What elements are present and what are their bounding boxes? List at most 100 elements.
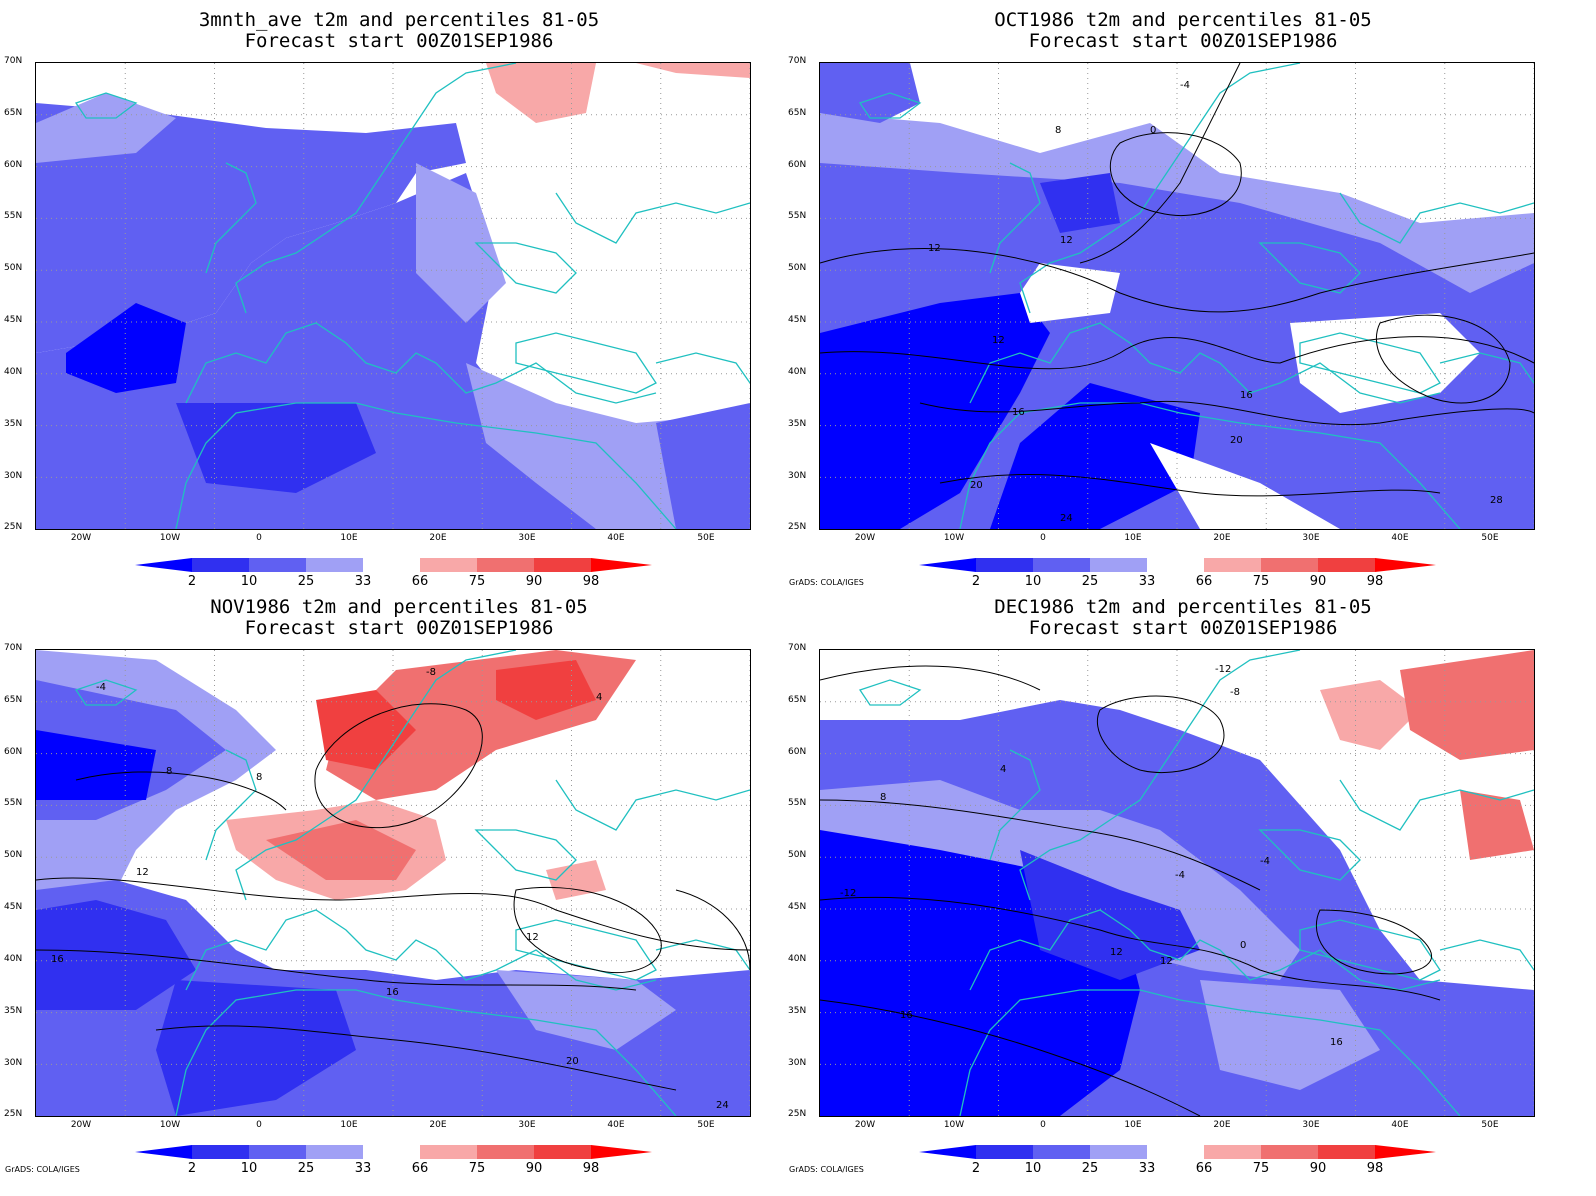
contour-label: -12 — [840, 888, 856, 899]
lon-label: 40E — [607, 1120, 625, 1130]
contour-label: 16 — [900, 1010, 913, 1021]
lat-label: 40N — [4, 367, 23, 377]
colorbar-label: 75 — [468, 574, 486, 589]
lat-label: 70N — [4, 643, 23, 653]
lat-label: 60N — [788, 747, 807, 757]
colorbar-label: 2 — [187, 574, 197, 589]
contour-label: 8 — [1055, 125, 1061, 136]
lat-label: 60N — [4, 160, 23, 170]
colorbar-label: 25 — [1081, 574, 1099, 589]
contour-label: 12 — [1160, 956, 1173, 967]
graticule — [820, 650, 1534, 1116]
contour-label: 28 — [1490, 495, 1503, 506]
lon-label: 10W — [159, 1120, 181, 1130]
lon-label: 20E — [1213, 1120, 1231, 1130]
lat-label: 60N — [788, 160, 807, 170]
colorbar — [135, 558, 652, 572]
percentile-map — [36, 63, 750, 529]
colorbar-label: 10 — [240, 1161, 258, 1176]
contour-label: 0 — [1240, 940, 1246, 951]
contour-label: 16 — [51, 954, 64, 965]
contour-label: 4 — [596, 692, 602, 703]
lon-label: 30E — [518, 1120, 536, 1130]
colorbar-label: 75 — [468, 1161, 486, 1176]
contour-label: 8 — [880, 792, 886, 803]
colorbar-label: 98 — [1366, 1161, 1384, 1176]
lat-label: 55N — [788, 211, 807, 221]
map-panel-oct: OCT1986 t2m and percentiles 81-05 Foreca… — [784, 0, 1582, 598]
map-area: 8 8 12 12 16 16 -4 -8 4 20 24 — [35, 649, 751, 1117]
lat-label: 40N — [4, 954, 23, 964]
contour-label: 20 — [1230, 435, 1243, 446]
contour-label: -4 — [96, 682, 106, 693]
colorbar-label: 10 — [1024, 1161, 1042, 1176]
lat-label: 25N — [4, 522, 23, 532]
panel-title: DEC1986 t2m and percentiles 81-05 — [994, 596, 1372, 618]
panel-subtitle: Forecast start 00Z01SEP1986 — [244, 30, 554, 52]
percentile-map: 12 12 12 16 16 20 20 24 28 8 -4 0 — [820, 63, 1534, 529]
lon-label: 40E — [1391, 1120, 1409, 1130]
panel-subtitle: Forecast start 00Z01SEP1986 — [1028, 30, 1338, 52]
colorbar-label: 25 — [1081, 1161, 1099, 1176]
map-panel-3mnth: 3mnth_ave t2m and percentiles 81-05 Fore… — [0, 0, 798, 598]
lon-label: 0 — [1040, 1120, 1046, 1130]
lon-label: 40E — [607, 533, 625, 543]
lat-label: 50N — [4, 850, 23, 860]
lat-label: 70N — [4, 56, 23, 66]
lon-label: 50E — [697, 533, 715, 543]
colorbar-label: 90 — [1309, 574, 1327, 589]
contour-label: 12 — [526, 932, 539, 943]
colorbar-label: 66 — [1195, 574, 1213, 589]
lat-label: 30N — [4, 471, 23, 481]
contour-label: 12 — [928, 243, 941, 254]
colorbar-label: 2 — [971, 1161, 981, 1176]
map-panel-dec: DEC1986 t2m and percentiles 81-05 Foreca… — [784, 587, 1582, 1185]
percentile-map: 8 8 12 12 16 16 -4 -8 4 20 24 — [36, 650, 750, 1116]
contour-label: -4 — [1175, 870, 1185, 881]
contour-label: -4 — [1180, 80, 1190, 91]
panel-subtitle: Forecast start 00Z01SEP1986 — [244, 617, 554, 639]
coastline — [74, 63, 750, 529]
lat-label: 50N — [788, 263, 807, 273]
colorbar-label: 25 — [297, 574, 315, 589]
lat-label: 50N — [4, 263, 23, 273]
lon-label: 50E — [1481, 1120, 1499, 1130]
lon-label: 10E — [340, 533, 358, 543]
contour-label: 0 — [1150, 125, 1156, 136]
colorbar-label: 33 — [1138, 1161, 1156, 1176]
lat-label: 25N — [4, 1109, 23, 1119]
lat-label: 65N — [788, 108, 807, 118]
contour-label: 16 — [386, 987, 399, 998]
lon-label: 20E — [1213, 533, 1231, 543]
lat-label: 65N — [4, 695, 23, 705]
lat-label: 55N — [4, 798, 23, 808]
contour-label: 8 — [256, 772, 262, 783]
lon-label: 30E — [1302, 1120, 1320, 1130]
lat-label: 55N — [788, 798, 807, 808]
colorbar-label: 33 — [354, 574, 372, 589]
contour-label: 12 — [992, 335, 1005, 346]
map-area: 12 12 12 16 16 20 20 24 28 8 -4 0 — [819, 62, 1535, 530]
colorbar-label: 10 — [240, 574, 258, 589]
lon-label: 10W — [943, 1120, 965, 1130]
lat-label: 35N — [788, 419, 807, 429]
contour-label: 16 — [1330, 1037, 1343, 1048]
colorbar-label: 75 — [1252, 574, 1270, 589]
lon-label: 30E — [1302, 533, 1320, 543]
lat-label: 35N — [4, 1006, 23, 1016]
lat-label: 70N — [788, 643, 807, 653]
lat-label: 55N — [4, 211, 23, 221]
contour-label: 16 — [1012, 407, 1025, 418]
contour-label: 20 — [970, 480, 983, 491]
grads-credit: GrADS: COLA/IGES — [789, 1165, 864, 1174]
lat-label: 45N — [4, 902, 23, 912]
colorbar-label: 75 — [1252, 1161, 1270, 1176]
graticule — [36, 650, 750, 1116]
panel-title: NOV1986 t2m and percentiles 81-05 — [210, 596, 588, 618]
lon-label: 10W — [159, 533, 181, 543]
colorbar-label: 2 — [187, 1161, 197, 1176]
lon-label: 20W — [854, 1120, 876, 1130]
colorbar-label: 33 — [354, 1161, 372, 1176]
coastline — [858, 650, 1534, 1116]
lon-label: 30E — [518, 533, 536, 543]
